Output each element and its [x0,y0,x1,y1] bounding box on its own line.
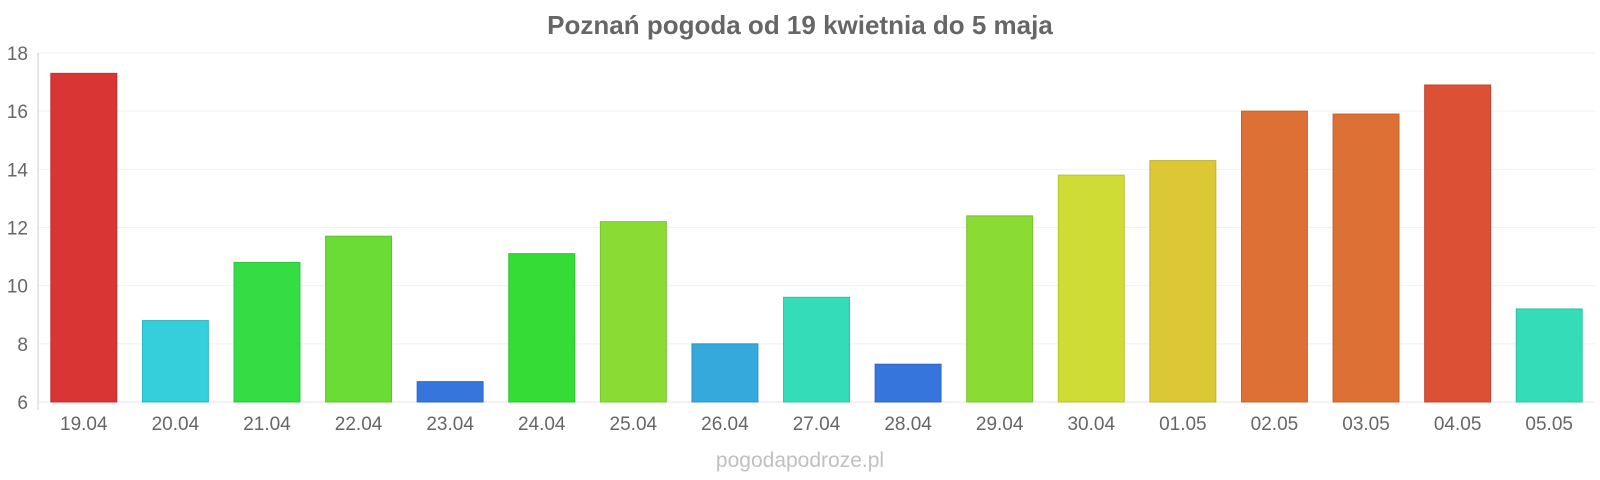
x-tick-label: 26.04 [701,414,749,435]
x-tick-label: 05.05 [1525,414,1573,435]
x-tick-label: 21.04 [243,414,291,435]
bar-01.05 [1149,160,1217,403]
x-tick-label: 22.04 [335,414,383,435]
bar-03.05 [1332,113,1400,403]
x-tick-label: 23.04 [426,414,474,435]
bar-02.05 [1240,110,1308,403]
bar-05.05 [1515,308,1583,403]
x-tick-label: 20.04 [152,414,200,435]
y-tick-label: 16 [7,102,28,123]
bar-23.04 [416,381,484,403]
x-tick-label: 29.04 [976,414,1024,435]
bar-19.04 [50,72,118,403]
x-tick-label: 03.05 [1342,414,1390,435]
chart-title: Poznań pogoda od 19 kwietnia do 5 maja [547,10,1053,40]
x-tick-label: 27.04 [793,414,841,435]
y-tick-label: 8 [17,335,28,356]
bar-24.04 [508,253,576,403]
x-tick-label: 25.04 [610,414,658,435]
y-tick-label: 14 [7,160,29,181]
x-tick-label: 01.05 [1159,414,1207,435]
x-tick-label: 02.05 [1251,414,1299,435]
bar-30.04 [1057,174,1125,403]
x-tick-label: 04.05 [1434,414,1482,435]
bar-20.04 [141,320,209,403]
bar-28.04 [874,363,942,403]
bar-27.04 [783,296,850,403]
x-tick-label: 28.04 [884,414,932,435]
bar-29.04 [966,215,1034,403]
bar-04.05 [1424,84,1492,403]
x-tick-label: 19.04 [60,414,108,435]
y-tick-label: 10 [7,277,28,298]
watermark-text: pogodapodroze.pl [715,449,885,472]
bar-21.04 [233,261,301,403]
x-tick-label: 30.04 [1067,414,1115,435]
bar-22.04 [325,235,393,403]
y-tick-label: 18 [7,44,28,65]
x-tick-label: 24.04 [518,414,566,435]
y-tick-label: 6 [17,393,28,414]
y-tick-label: 12 [7,219,28,240]
bar-26.04 [691,343,759,403]
bar-25.04 [599,221,667,403]
